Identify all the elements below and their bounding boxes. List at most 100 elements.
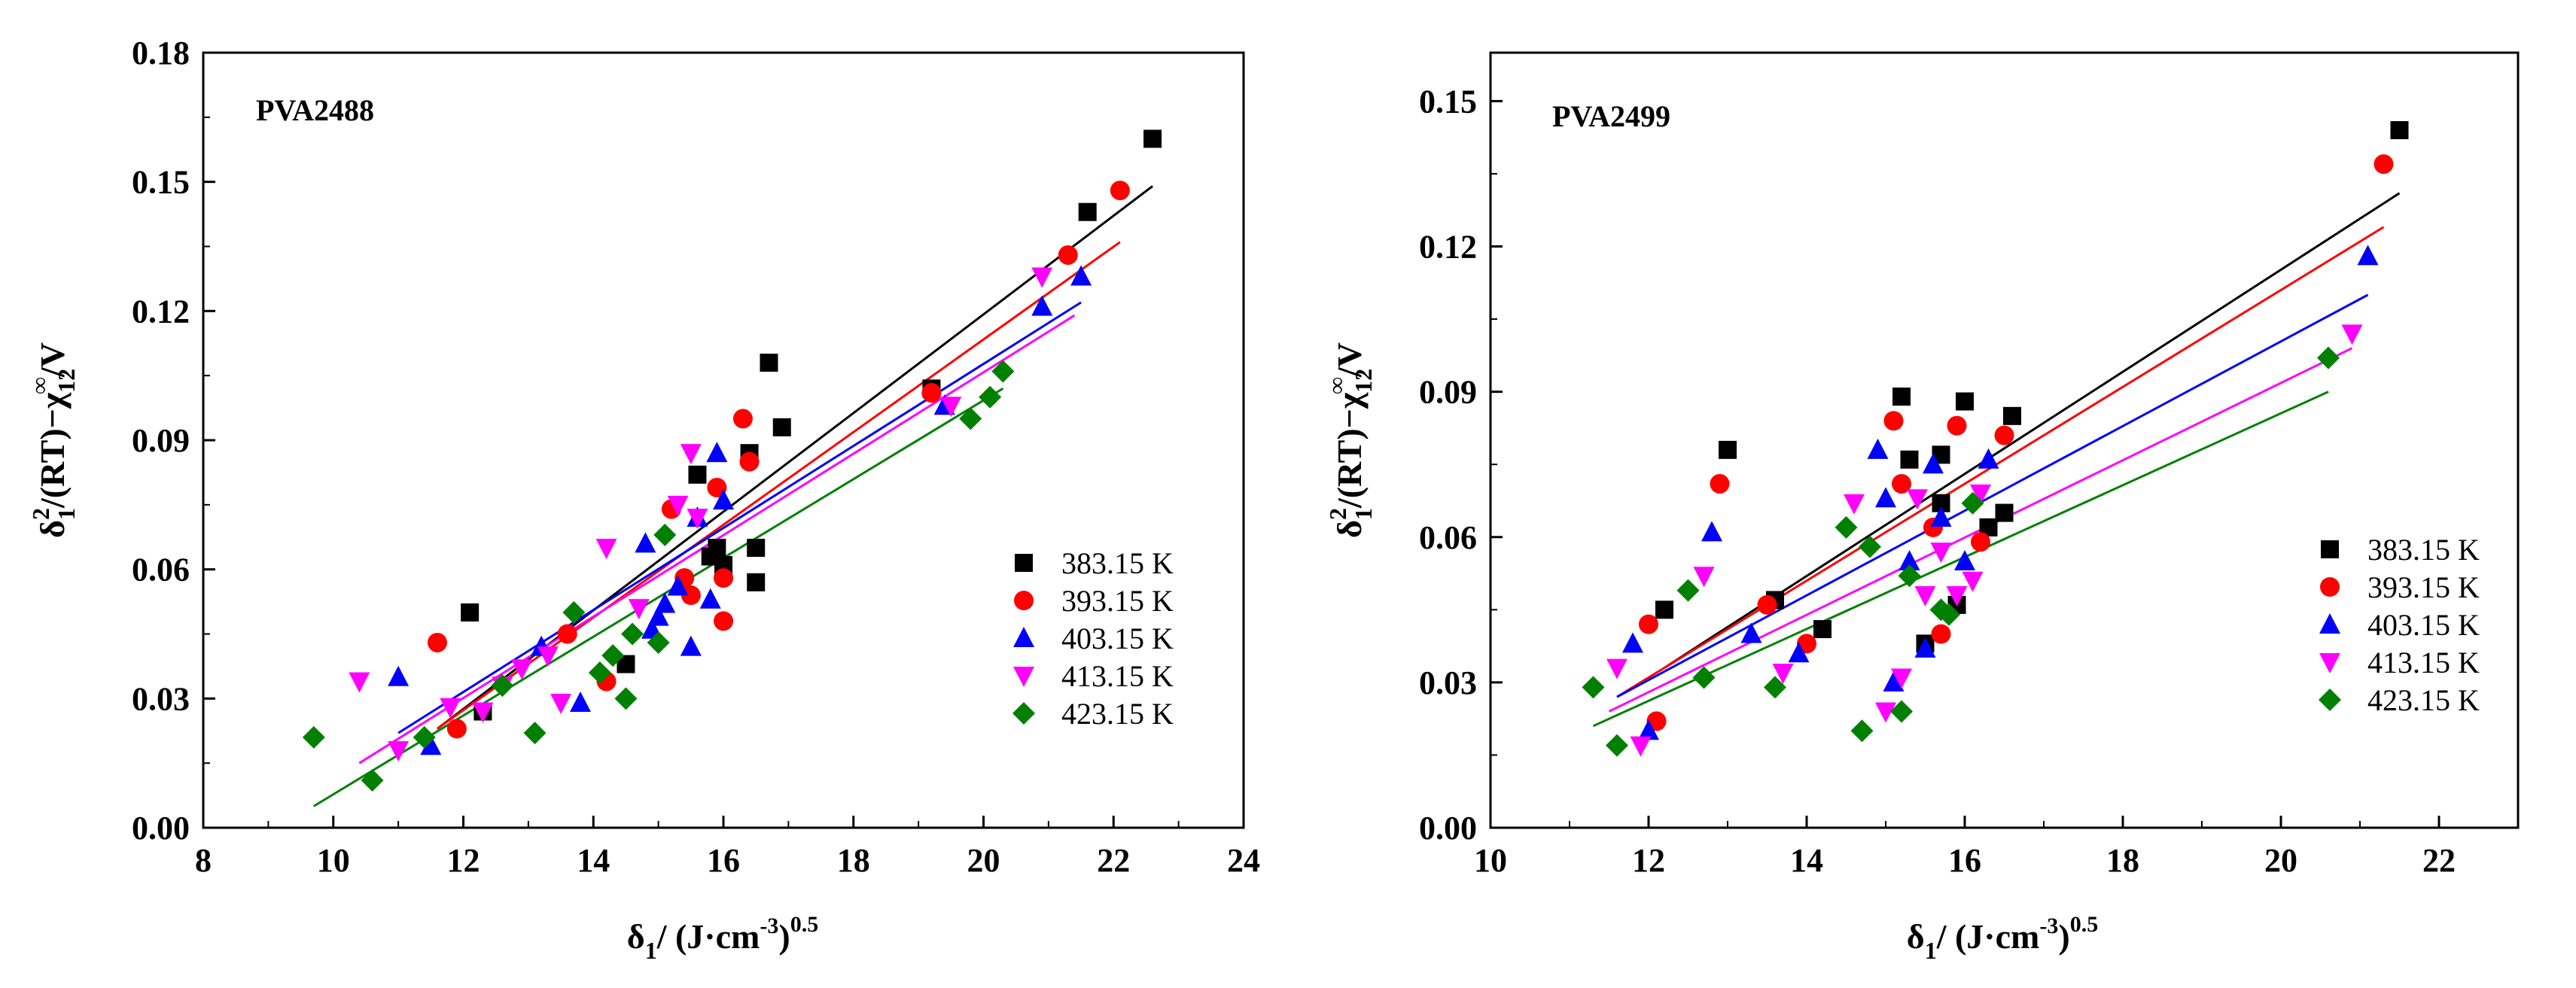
right-data-point: [2341, 324, 2363, 345]
left-series-41315: [349, 267, 1053, 762]
right-series-38315: [1655, 121, 2409, 653]
left-data-point: [760, 354, 778, 372]
right-data-point: [1890, 700, 1913, 723]
right-y-tick-label: 0.03: [1419, 664, 1477, 701]
left-data-point: [1031, 267, 1053, 288]
right-data-point: [1875, 702, 1896, 723]
left-data-point: [732, 409, 753, 429]
right-data-point: [1994, 425, 2014, 445]
right-data-point: [1947, 415, 1967, 436]
right-fit-line-39315: [1616, 226, 2385, 698]
right-fit-line-38315: [1664, 192, 2401, 669]
left-x-tick-label: 20: [967, 842, 1000, 879]
left-y-tick-label: 0.03: [132, 680, 190, 717]
left-data-point: [1058, 245, 1078, 265]
right-data-point: [1875, 487, 1896, 508]
right-x-tick-label: 18: [2106, 842, 2139, 879]
left-data-point: [461, 603, 480, 622]
right-legend-label: 413.15 K: [2367, 646, 2480, 679]
left-legend-marker: [1013, 627, 1034, 647]
right-data-point: [1970, 484, 1991, 505]
left-data-point: [635, 532, 656, 553]
right-data-point: [1978, 448, 1999, 469]
right-data-point: [1606, 658, 1628, 679]
left-data-point: [595, 539, 617, 560]
left-x-tick-label: 24: [1227, 842, 1260, 879]
right-y-tick-label: 0.06: [1419, 519, 1477, 556]
right-data-point: [1883, 670, 1905, 692]
left-data-point: [1078, 202, 1097, 221]
left-x-tick-label: 12: [447, 842, 480, 879]
left-data-point: [1070, 265, 1092, 286]
right-data-point: [1813, 620, 1832, 639]
left-data-point: [420, 734, 442, 755]
left-y-tick-label: 0.12: [132, 293, 190, 330]
left-data-point: [361, 769, 384, 792]
left-y-axis-title: δ12/(RT)−χ12∞/V: [26, 342, 80, 538]
right-legend-label: 393.15 K: [2367, 570, 2480, 604]
right-data-point: [1772, 664, 1794, 684]
left-x-tick-label: 10: [317, 842, 350, 879]
left-y-tick-label: 0.15: [132, 164, 190, 201]
left-data-point: [688, 465, 707, 484]
left-data-point: [621, 622, 644, 646]
left-legend: 383.15 K 393.15 K 403.15 K 413.15 K 423.15 K: [1012, 546, 1174, 731]
right-data-point: [1693, 567, 1715, 588]
right-series-39315: [1639, 154, 2394, 731]
left-series-42315: [302, 360, 1015, 792]
left-data-point: [714, 568, 733, 588]
right-chart: 10 12 14 16 18 20 22 0.00 0.03 0.06 0.09 0.12 0.15 PV…: [1323, 51, 2520, 964]
left-data-point: [562, 600, 586, 624]
right-plot-frame: [1489, 51, 2520, 829]
right-fit-line-40315: [1616, 293, 2369, 698]
left-data-point: [628, 599, 650, 620]
left-data-point: [1031, 295, 1053, 316]
right-data-point: [1867, 438, 1889, 459]
left-data-point: [647, 605, 669, 626]
left-data-point: [681, 585, 701, 605]
right-data-point: [1676, 579, 1700, 602]
right-data-point: [1582, 676, 1605, 699]
right-data-point: [2003, 406, 2021, 425]
right-legend-label: 383.15 K: [2367, 533, 2480, 567]
left-data-point: [601, 644, 625, 667]
right-data-point: [1655, 600, 1673, 619]
right-x-tick-label: 16: [1948, 842, 1981, 879]
right-legend-marker: [2319, 653, 2340, 673]
right-x-axis-title: δ1/ (J·cm-3)0.5: [1907, 912, 2098, 964]
left-data-point: [991, 360, 1015, 383]
right-data-point: [1757, 594, 1777, 615]
left-data-point: [1143, 129, 1162, 148]
left-data-point: [349, 672, 370, 693]
left-data-point: [739, 451, 760, 472]
right-data-point: [1892, 388, 1911, 406]
left-data-point: [654, 592, 676, 613]
right-data-point: [1961, 491, 1984, 515]
left-data-point: [388, 741, 410, 762]
right-legend-marker: [2320, 577, 2340, 597]
right-data-point: [2357, 245, 2379, 266]
left-data-point: [491, 674, 514, 698]
left-data-point: [413, 725, 436, 749]
left-data-point: [772, 418, 791, 436]
left-data-point: [472, 702, 494, 723]
left-y-tick-label: 0.00: [132, 810, 190, 847]
right-y-tick-label: 0.09: [1419, 374, 1477, 411]
left-legend-label: 403.15 K: [1061, 622, 1174, 655]
left-x-tick-label: 22: [1097, 842, 1130, 879]
right-data-point: [1835, 515, 1858, 539]
right-data-point: [1788, 642, 1810, 663]
right-data-point: [1899, 549, 1920, 570]
left-data-point: [921, 383, 942, 403]
left-data-point: [680, 444, 702, 465]
right-panel-label: PVA2499: [1552, 99, 1670, 133]
right-data-point: [1938, 603, 1960, 626]
right-data-point: [1892, 473, 1911, 494]
left-data-point: [557, 624, 577, 644]
right-data-point: [1710, 473, 1730, 494]
right-data-point: [2317, 346, 2340, 369]
right-data-point: [1930, 543, 1952, 564]
right-x-tick-label: 14: [1790, 842, 1823, 879]
right-data-point: [1606, 734, 1628, 757]
left-x-tick-label: 18: [837, 842, 870, 879]
